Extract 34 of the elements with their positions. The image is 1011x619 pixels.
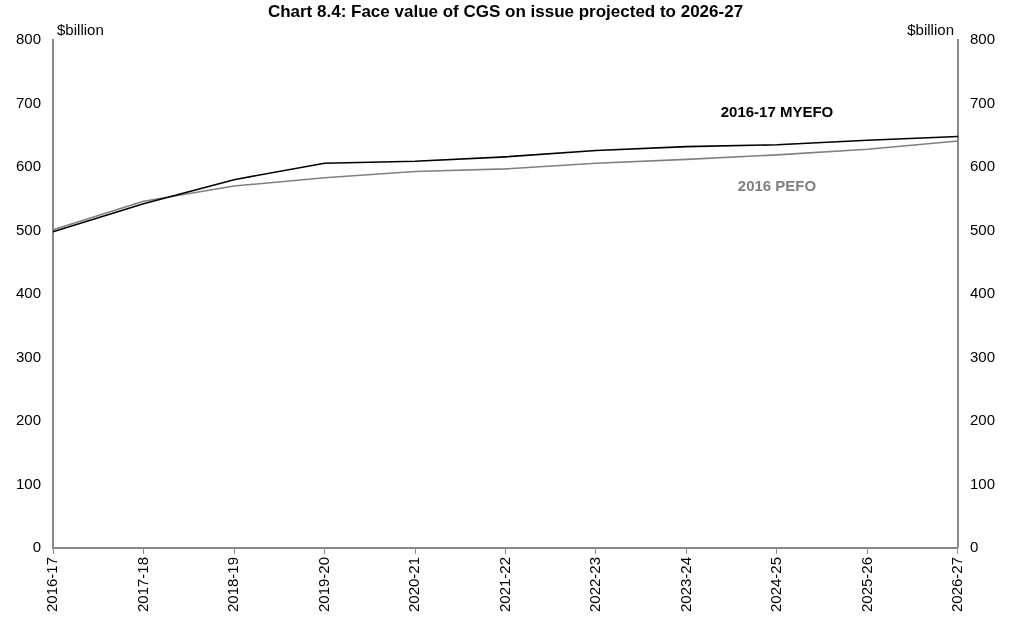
y-tick-label: 700: [16, 93, 42, 111]
y2-tick-label: 100: [969, 474, 995, 492]
y2-tick-label: 800: [969, 30, 995, 48]
y-tick-label: 800: [16, 30, 42, 48]
x-tick-label: 2019-20: [314, 556, 332, 613]
x-tick-label: 2020-21: [405, 556, 423, 613]
y2-tick-label: 0: [969, 538, 979, 556]
x-tick-label: 2017-18: [133, 556, 151, 613]
x-tick-label: 2021-22: [495, 556, 513, 613]
x-tick-label: 2026-27: [948, 556, 966, 613]
y2-axis-title: $billion: [907, 20, 954, 38]
y2-tick-label: 200: [969, 411, 995, 429]
x-tick-label: 2022-23: [586, 556, 604, 613]
y-tick-label: 300: [16, 347, 42, 365]
y-tick-label: 600: [16, 157, 42, 175]
y-axis-title: $billion: [57, 20, 104, 38]
y-tick-label: 100: [16, 474, 42, 492]
x-tick-label: 2018-19: [224, 556, 242, 613]
y2-tick-label: 500: [969, 220, 995, 238]
chart-title: Chart 8.4: Face value of CGS on issue projected to 2026-27: [266, 2, 745, 22]
x-tick-label: 2025-26: [857, 556, 875, 613]
x-tick-label: 2016-17: [43, 556, 61, 613]
y2-tick-label: 300: [969, 347, 995, 365]
y-tick-label: 200: [16, 411, 42, 429]
x-tick-label: 2023-24: [676, 556, 694, 613]
series-label: 2016 PEFO: [737, 176, 817, 194]
x-tick-label: 2024-25: [767, 556, 785, 613]
y2-tick-label: 600: [969, 157, 995, 175]
y-tick-label: 0: [32, 538, 42, 556]
series-label: 2016-17 MYEFO: [720, 103, 834, 121]
y-tick-label: 400: [16, 284, 42, 302]
y-tick-label: 500: [16, 220, 42, 238]
y2-tick-label: 400: [969, 284, 995, 302]
y2-tick-label: 700: [969, 93, 995, 111]
